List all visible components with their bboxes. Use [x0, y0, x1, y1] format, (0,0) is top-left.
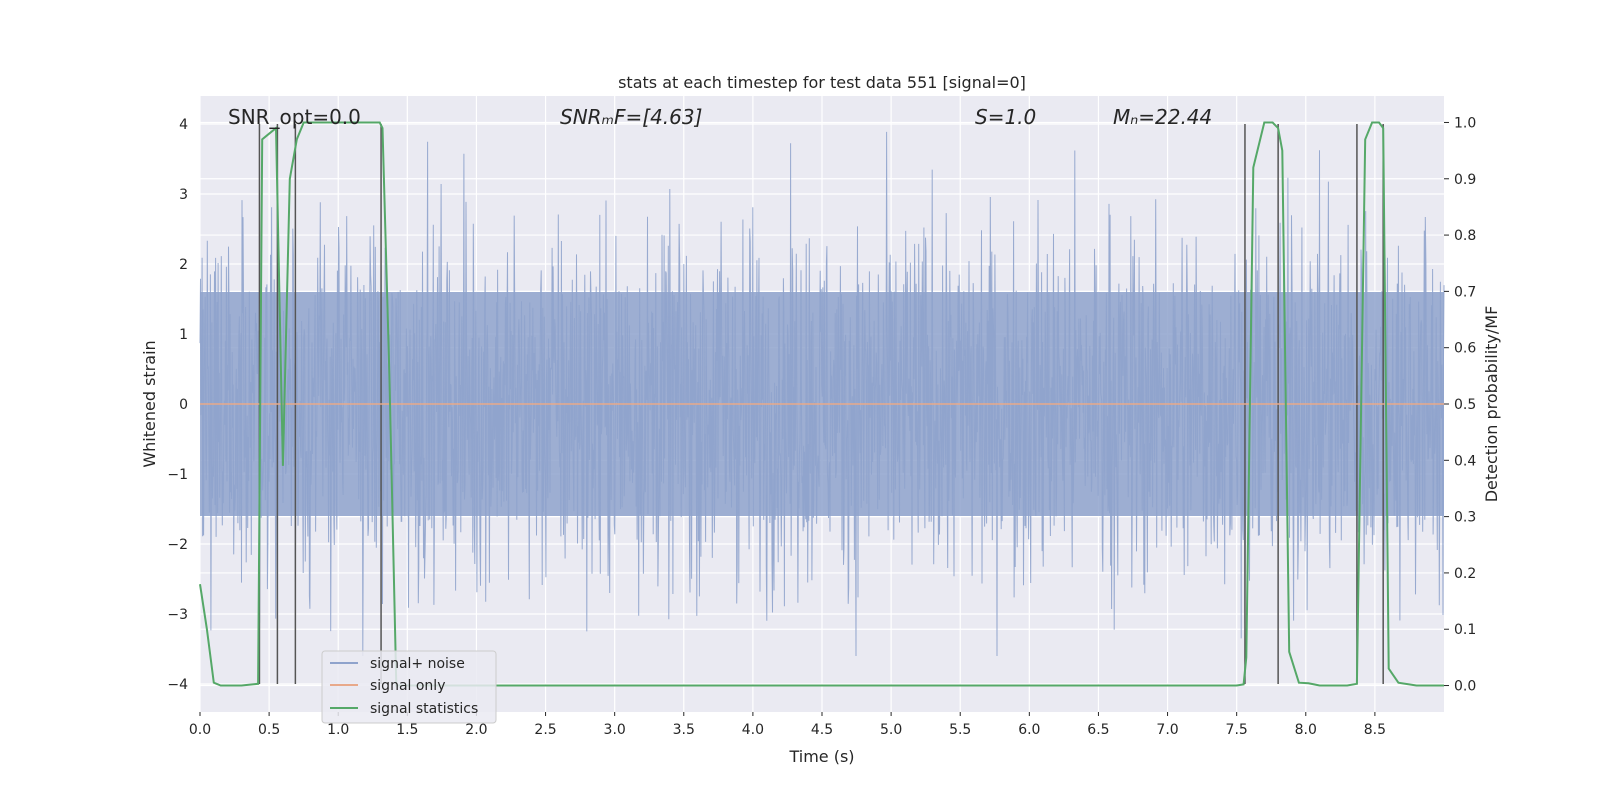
x-tick-label: 7.5 — [1226, 722, 1248, 738]
x-tick-label: 2.0 — [465, 722, 487, 738]
x-tick-label: 7.0 — [1156, 722, 1178, 738]
x-tick-label: 1.0 — [327, 722, 349, 738]
y-tick-label: 1 — [179, 327, 188, 343]
x-tick-label: 3.5 — [673, 722, 695, 738]
y-tick-label: −4 — [167, 677, 188, 693]
x-tick-label: 8.5 — [1364, 722, 1386, 738]
y2-tick-label: 0.0 — [1454, 679, 1476, 695]
x-tick-label: 6.0 — [1018, 722, 1040, 738]
y-tick-label: −1 — [167, 467, 188, 483]
x-tick-label: 0.5 — [258, 722, 280, 738]
x-axis-label: Time (s) — [788, 747, 854, 766]
x-ticks: 0.0 0.5 1.0 1.5 2.0 2.5 3.0 3.5 4.0 4.5 5.0 5.5 6.0 6… — [189, 712, 1386, 738]
x-tick-label: 3.0 — [604, 722, 626, 738]
y2-axis-label: Detection probability/MF — [1482, 306, 1501, 503]
y-tick-label: 4 — [179, 117, 188, 133]
y-tick-label: 2 — [179, 257, 188, 273]
legend-box — [321, 650, 497, 724]
y2-tick-label: 0.7 — [1454, 284, 1476, 300]
annotation-snr-mf: SNRₘF=[4.63] — [560, 105, 702, 129]
y-tick-label: −2 — [167, 537, 188, 553]
legend: signal+ noise signal only signal statist… — [321, 650, 497, 724]
x-tick-label: 2.5 — [534, 722, 556, 738]
y2-tick-label: 0.5 — [1454, 397, 1476, 413]
x-tick-label: 0.0 — [189, 722, 211, 738]
x-tick-label: 6.5 — [1087, 722, 1109, 738]
y2-tick-label: 0.6 — [1454, 341, 1476, 357]
y-axis-label: Whitened strain — [140, 340, 159, 467]
annotation-mc: Mₙ=22.44 — [1113, 105, 1212, 129]
x-tick-label: 5.0 — [880, 722, 902, 738]
y-tick-label: −3 — [167, 607, 188, 623]
chart-title: stats at each timestep for test data 551… — [618, 73, 1026, 92]
signal-statistics-line — [199, 121, 1444, 687]
noise-line — [199, 131, 1445, 657]
annotation-snr-opt: SNR_opt=0.0 — [228, 105, 361, 129]
legend-label-signal-only: signal only — [370, 678, 445, 694]
y2-tick-label: 1.0 — [1454, 115, 1476, 131]
y-tick-label: 3 — [179, 187, 188, 203]
annotation-s: S=1.0 — [975, 105, 1036, 129]
y2-tick-label: 0.9 — [1454, 172, 1476, 188]
y-ticks: 4 3 2 1 0 −1 −2 −3 −4 — [167, 117, 188, 693]
y-tick-label: 0 — [179, 397, 188, 413]
y2-tick-label: 0.8 — [1454, 228, 1476, 244]
legend-label-signal-statistics: signal statistics — [370, 701, 478, 717]
y2-tick-label: 0.1 — [1454, 622, 1476, 638]
x-tick-label: 1.5 — [396, 722, 418, 738]
y2-ticks: 1.0 0.9 0.8 0.7 0.6 0.5 0.4 0.3 0.2 0.1 0.0 — [1444, 115, 1476, 695]
x-tick-label: 5.5 — [949, 722, 971, 738]
y2-tick-label: 0.3 — [1454, 510, 1476, 526]
x-tick-label: 4.0 — [742, 722, 764, 738]
y2-tick-label: 0.2 — [1454, 566, 1476, 582]
y2-tick-label: 0.4 — [1454, 453, 1476, 469]
legend-label-signal-noise: signal+ noise — [370, 656, 465, 672]
x-tick-label: 8.0 — [1295, 722, 1317, 738]
x-tick-label: 4.5 — [811, 722, 833, 738]
series-signal-statistics — [199, 121, 1444, 687]
